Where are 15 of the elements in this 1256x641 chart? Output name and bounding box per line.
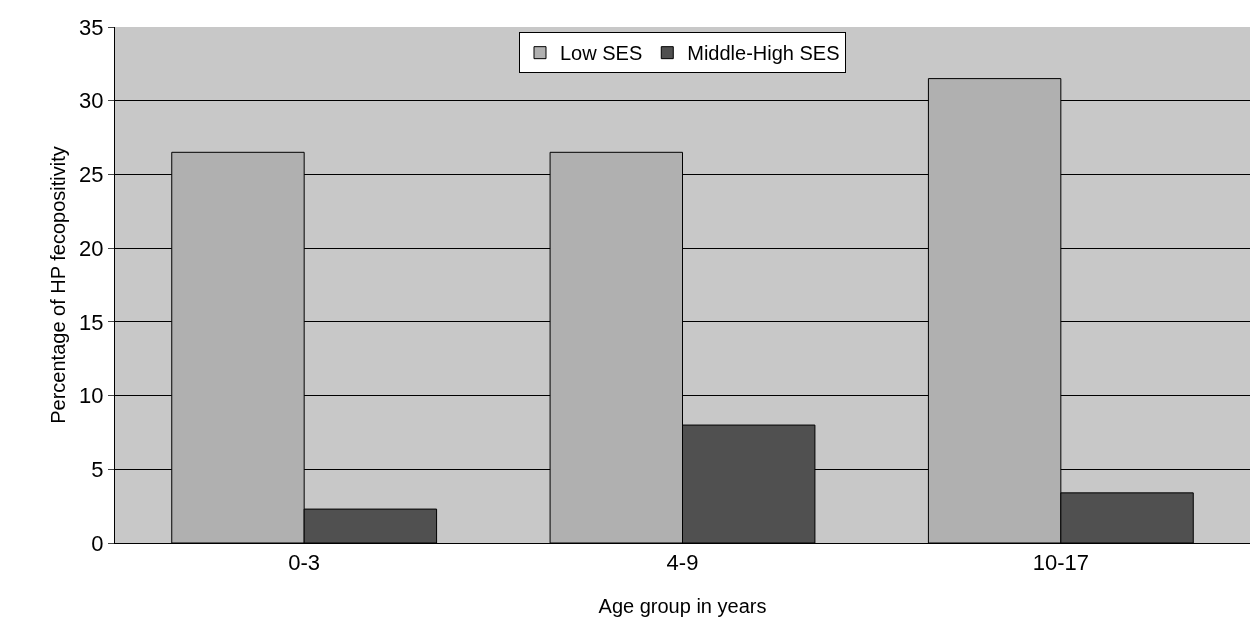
y-tick-label: 0 <box>91 530 104 556</box>
y-tick-label: 20 <box>79 235 104 261</box>
y-tick-label: 10 <box>79 383 104 409</box>
y-tick-label: 5 <box>91 456 104 482</box>
y-axis-title: Percentage of HP fecopositivity <box>47 146 69 424</box>
legend-label: Low SES <box>560 42 643 65</box>
y-tick-label: 35 <box>79 14 104 40</box>
x-tick-label: 0-3 <box>288 550 321 576</box>
x-axis-title: Age group in years <box>598 595 767 617</box>
y-tick-label: 30 <box>79 88 104 114</box>
legend-label: Middle-High SES <box>687 42 840 65</box>
x-tick-label: 10-17 <box>1032 550 1089 576</box>
y-tick-label: 15 <box>79 309 104 335</box>
x-tick-label: 4-9 <box>666 550 699 576</box>
y-tick-label: 25 <box>79 162 104 188</box>
